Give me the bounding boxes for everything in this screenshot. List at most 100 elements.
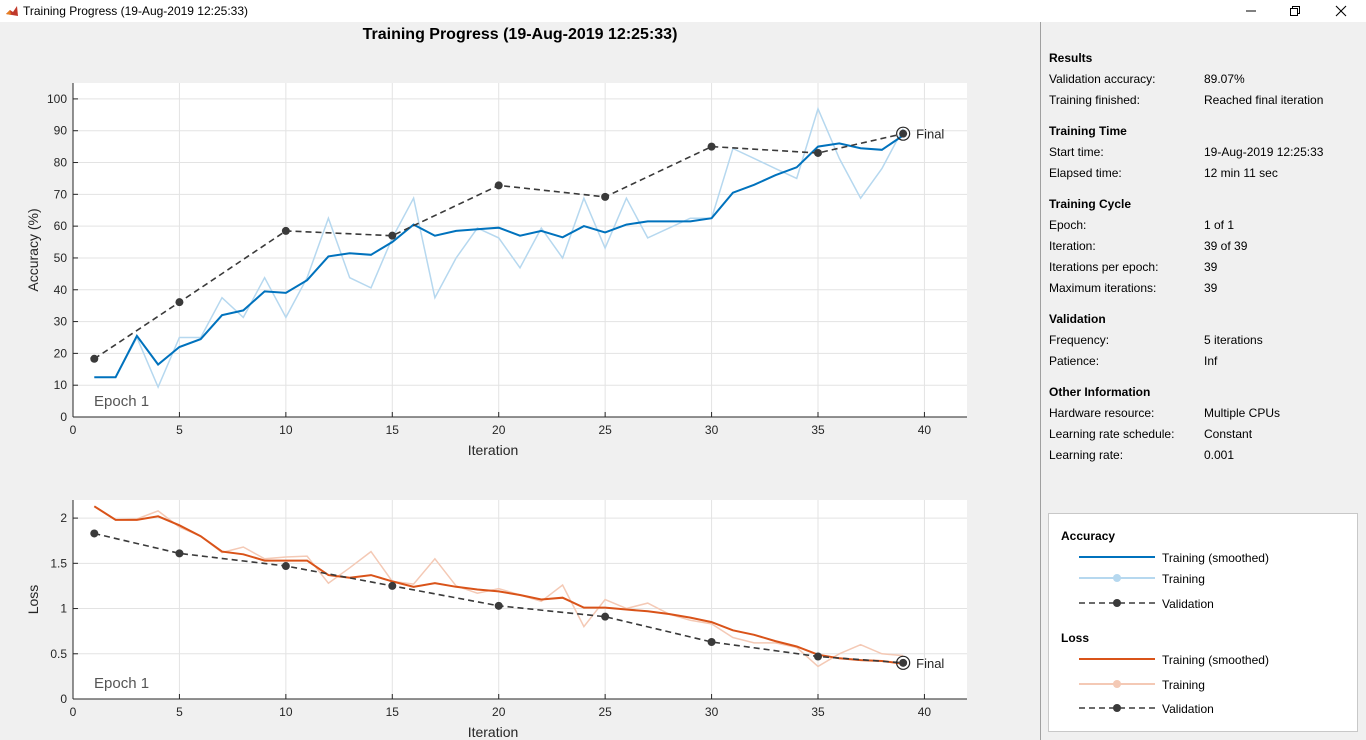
iterations-per-epoch-value: 39 [1204,260,1218,274]
epoch-value: 1 of 1 [1204,218,1235,232]
loss-x-tick-label: 30 [705,705,719,719]
training-cycle-title: Training Cycle [1049,197,1132,211]
accuracy-y-tick-label: 90 [54,124,68,138]
elapsed-time-label: Elapsed time: [1049,166,1122,180]
accuracy-final-marker [896,126,911,141]
validation-accuracy-value: 89.07% [1204,72,1245,86]
learning-rate-value: 0.001 [1204,448,1235,462]
epoch-row: Epoch: 1 of 1 [1049,218,1359,234]
loss-validation-point [899,658,908,667]
accuracy-y-tick-label: 100 [47,92,67,106]
accuracy-x-tick-label: 15 [386,423,400,437]
other-information-title: Other Information [1049,385,1151,399]
start-time-value: 19-Aug-2019 12:25:33 [1204,145,1324,159]
window-titlebar: Training Progress (19-Aug-2019 12:25:33) [0,0,1366,22]
legend-loss-title: Loss [1061,631,1090,645]
accuracy-training-line [94,106,904,390]
iteration-value: 39 of 39 [1204,239,1248,253]
learning-rate-schedule-row: Learning rate schedule: Constant [1049,427,1359,443]
minimize-icon [1246,10,1256,12]
plot-area: Training Progress (19-Aug-2019 12:25:33)… [0,22,1040,740]
loss-validation-point [814,652,822,661]
loss-y-tick-label: 1.5 [50,556,67,570]
legend-loss-training-marker [1113,680,1121,688]
iteration-label: Iteration: [1049,239,1096,253]
loss-epoch-label: Epoch 1 [94,675,149,692]
loss-validation-point [601,612,610,621]
accuracy-x-axis-label: Iteration [468,442,519,458]
elapsed-time-value: 12 min 11 sec [1204,166,1278,180]
loss-x-tick-label: 10 [279,705,293,719]
frequency-row: Frequency: 5 iterations [1049,333,1359,349]
accuracy-y-tick-label: 10 [54,378,68,392]
loss-y-axis-label: Loss [25,585,41,615]
legend-loss-validation-marker [1113,704,1121,712]
minimize-button[interactable] [1228,0,1274,22]
restore-button[interactable] [1272,0,1318,22]
accuracy-validation-point [601,192,610,201]
learning-rate-schedule-value: Constant [1204,427,1253,441]
accuracy-validation-point [281,226,290,235]
accuracy-axes-background [73,83,967,417]
legend-accuracy-title: Accuracy [1061,529,1116,543]
accuracy-epoch-label: Epoch 1 [94,393,149,410]
loss-training-smoothed-line [93,505,904,665]
epoch-label: Epoch: [1049,218,1087,232]
loss-validation-point [281,562,290,571]
accuracy-x-tick-label: 0 [70,423,77,437]
iterations-per-epoch-row: Iterations per epoch: 39 [1049,260,1359,276]
loss-x-tick-label: 20 [492,705,506,719]
start-time-label: Start time: [1049,145,1104,159]
accuracy-training-smoothed-line [94,134,904,379]
accuracy-validation-point [707,142,716,151]
accuracy-y-axis-label: Accuracy (%) [25,208,41,291]
loss-validation-point [494,601,503,610]
loss-validation-point [707,638,716,647]
legend-acc-validation-marker [1113,599,1121,607]
validation-accuracy-label: Validation accuracy: [1049,72,1156,86]
accuracy-x-tick-label: 10 [279,423,293,437]
accuracy-x-tick-label: 5 [176,423,183,437]
frequency-value: 5 iterations [1204,333,1263,347]
accuracy-y-tick-label: 50 [54,251,68,265]
training-finished-label: Training finished: [1049,93,1140,107]
patience-value: Inf [1204,354,1218,368]
legend-swatches [1079,556,1155,712]
legend-acc-training-label: Training [1162,572,1205,586]
loss-axes-background [73,500,967,699]
plot-title: Training Progress (19-Aug-2019 12:25:33) [0,26,1040,44]
hardware-resource-label: Hardware resource: [1049,406,1155,420]
loss-y-tick-label: 1 [60,602,67,616]
loss-x-tick-label: 25 [598,705,612,719]
patience-row: Patience: Inf [1049,354,1359,370]
learning-rate-label: Learning rate: [1049,448,1124,462]
loss-x-tick-label: 0 [70,705,77,719]
accuracy-y-tick-label: 80 [54,156,68,170]
matlab-logo-icon [5,4,19,18]
patience-label: Patience: [1049,354,1100,368]
close-button[interactable] [1318,0,1364,22]
legend-loss-smoothed-label: Training (smoothed) [1162,653,1269,667]
accuracy-chart: 0 5 10 15 20 25 30 35 40 0 10 20 30 40 50 60 70 80 90 100 It… [25,83,967,458]
maximum-iterations-value: 39 [1204,281,1218,295]
legend-acc-smoothed-label: Training (smoothed) [1162,551,1269,565]
training-time-title: Training Time [1049,124,1127,138]
loss-final-label: Final [916,656,944,671]
accuracy-y-tick-label: 20 [54,346,68,360]
training-finished-value: Reached final iteration [1204,93,1324,107]
accuracy-validation-point [494,181,503,190]
loss-final-marker [896,655,911,670]
accuracy-y-tick-label: 40 [54,283,68,297]
validation-title: Validation [1049,312,1106,326]
loss-y-tick-label: 2 [60,511,67,525]
loss-training-line [93,505,904,668]
close-icon [1335,5,1347,17]
legend-loss-training-label: Training [1162,678,1205,692]
accuracy-x-tick-label: 35 [811,423,825,437]
accuracy-validation-point [899,129,908,138]
loss-y-tick-label: 0 [60,692,67,706]
accuracy-x-tick-label: 30 [705,423,719,437]
loss-validation-point [388,581,397,590]
loss-validation-point [175,549,184,558]
iteration-row: Iteration: 39 of 39 [1049,239,1359,255]
